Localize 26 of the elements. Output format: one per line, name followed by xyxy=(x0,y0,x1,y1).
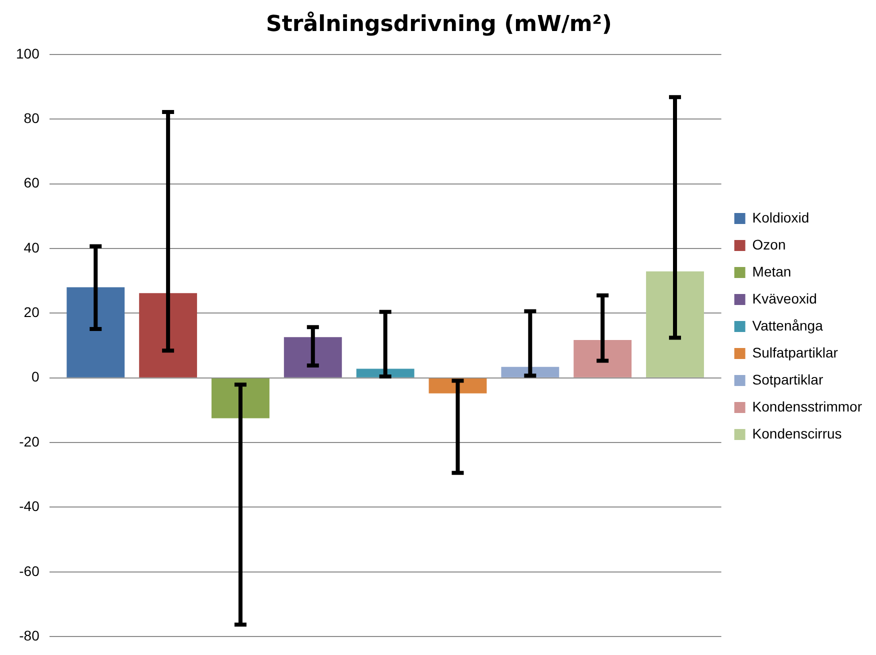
y-tick-label: -20 xyxy=(19,433,40,450)
y-tick-label: -80 xyxy=(19,627,40,644)
y-tick-label: 0 xyxy=(32,368,40,385)
legend-label: Vattenånga xyxy=(752,317,824,334)
bar xyxy=(646,271,704,378)
legend-label: Metan xyxy=(752,263,792,280)
y-tick-label: 100 xyxy=(16,45,40,62)
legend-label: Koldioxid xyxy=(752,209,810,226)
legend-label: Kväveoxid xyxy=(752,290,817,306)
legend-label: Ozon xyxy=(752,236,786,252)
y-tick-label: -40 xyxy=(19,498,40,514)
bar xyxy=(574,340,632,378)
y-tick-label: 40 xyxy=(24,239,40,256)
bar xyxy=(139,293,198,378)
bar xyxy=(66,287,125,378)
y-tick-label: 80 xyxy=(24,110,40,126)
legend-label: Kondensstrimmor xyxy=(752,398,862,414)
legend-label: Kondenscirrus xyxy=(752,425,842,442)
legend-label: Sotpartiklar xyxy=(752,371,824,388)
y-tick-label: 60 xyxy=(24,174,40,191)
y-tick-label: -60 xyxy=(19,562,40,579)
y-tick-label: 20 xyxy=(24,304,40,320)
bar xyxy=(284,337,342,378)
bar xyxy=(212,378,270,418)
chart-title: Strålningsdrivning (mW/m²) xyxy=(266,10,612,37)
legend-label: Sulfatpartiklar xyxy=(752,344,838,360)
